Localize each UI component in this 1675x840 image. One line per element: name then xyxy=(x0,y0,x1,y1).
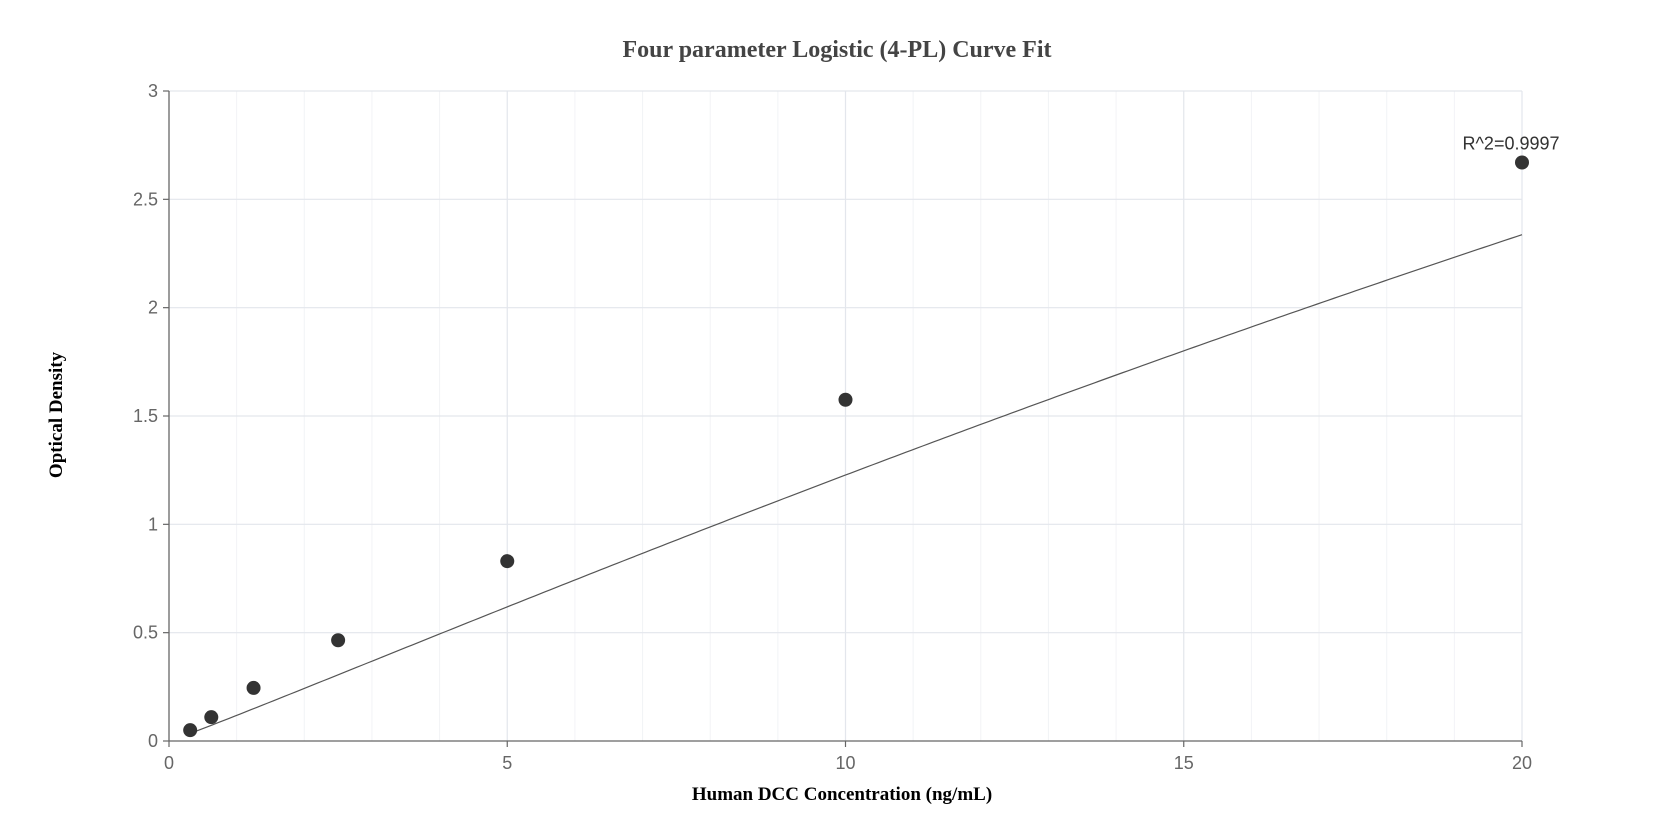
r-squared-annotation: R^2=0.9997 xyxy=(1462,134,1559,154)
x-tick-label: 5 xyxy=(502,753,512,773)
x-tick-label: 10 xyxy=(835,753,855,773)
y-tick-label: 2 xyxy=(148,298,158,318)
annotations: R^2=0.9997 xyxy=(1462,134,1559,154)
data-point xyxy=(331,633,346,648)
x-axis-ticks: 0 5 10 15 20 xyxy=(164,741,1532,773)
x-tick-label: 0 xyxy=(164,753,174,773)
x-tick-label: 15 xyxy=(1174,753,1194,773)
x-tick-label: 20 xyxy=(1512,753,1532,773)
y-tick-label: 2.5 xyxy=(133,189,158,209)
y-tick-label: 0 xyxy=(148,731,158,751)
data-point xyxy=(246,680,261,695)
data-point xyxy=(1515,155,1529,170)
fit-curve xyxy=(189,234,1523,734)
y-tick-label: 1.5 xyxy=(133,406,158,426)
x-axis-label: Human DCC Concentration (ng/mL) xyxy=(692,784,992,805)
data-point xyxy=(500,554,515,569)
chart-title: Four parameter Logistic (4-PL) Curve Fit xyxy=(622,37,1051,63)
y-axis-ticks: 0 0.5 1 1.5 2 2.5 3 xyxy=(133,81,169,751)
y-tick-label: 3 xyxy=(148,81,158,101)
data-points xyxy=(183,155,1529,738)
y-tick-label: 0.5 xyxy=(133,623,158,643)
data-point xyxy=(183,723,198,738)
major-grid xyxy=(169,90,1523,741)
y-axis-label: Optical Density xyxy=(46,351,67,478)
data-point xyxy=(838,392,853,407)
data-point xyxy=(204,710,219,725)
y-tick-label: 1 xyxy=(148,514,158,534)
